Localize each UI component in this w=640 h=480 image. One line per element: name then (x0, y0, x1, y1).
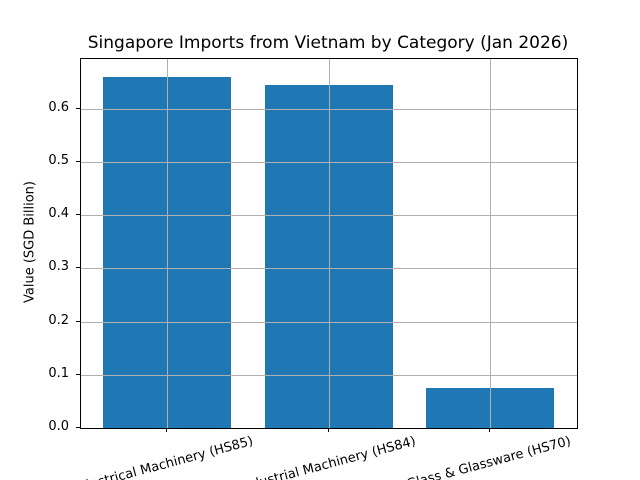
y-tick-mark (76, 320, 80, 322)
y-tick-label: 0.3 (48, 259, 69, 275)
v-gridline (167, 59, 168, 428)
y-tick-label: 0.5 (48, 152, 69, 168)
v-gridline (328, 59, 330, 428)
y-tick-label: 0.6 (48, 99, 69, 115)
x-tick-mark (489, 428, 490, 432)
x-tick-label: Glass & Glassware (HS70) (405, 433, 573, 480)
y-tick-mark (76, 107, 80, 109)
y-tick-label: 0.1 (48, 365, 69, 381)
y-tick-label: 0.4 (48, 206, 69, 221)
y-tick-mark (76, 214, 80, 215)
y-tick-label: 0.2 (48, 312, 69, 328)
y-tick-mark (76, 267, 80, 269)
x-tick-label: Electrical Machinery (HS85) (76, 433, 255, 480)
x-tick-mark (166, 428, 167, 432)
x-tick-mark (327, 428, 329, 432)
chart-title: Singapore Imports from Vietnam by Catego… (87, 33, 569, 53)
plot-area (80, 58, 578, 429)
y-tick-mark (76, 427, 80, 428)
y-axis-label: Value (SGD Billion) (22, 180, 38, 304)
x-tick-label: Industrial Machinery (HS84) (237, 433, 417, 480)
y-tick-mark (76, 160, 80, 162)
v-gridline (490, 59, 491, 428)
y-tick-label: 0.0 (48, 419, 69, 434)
y-tick-mark (76, 373, 80, 375)
